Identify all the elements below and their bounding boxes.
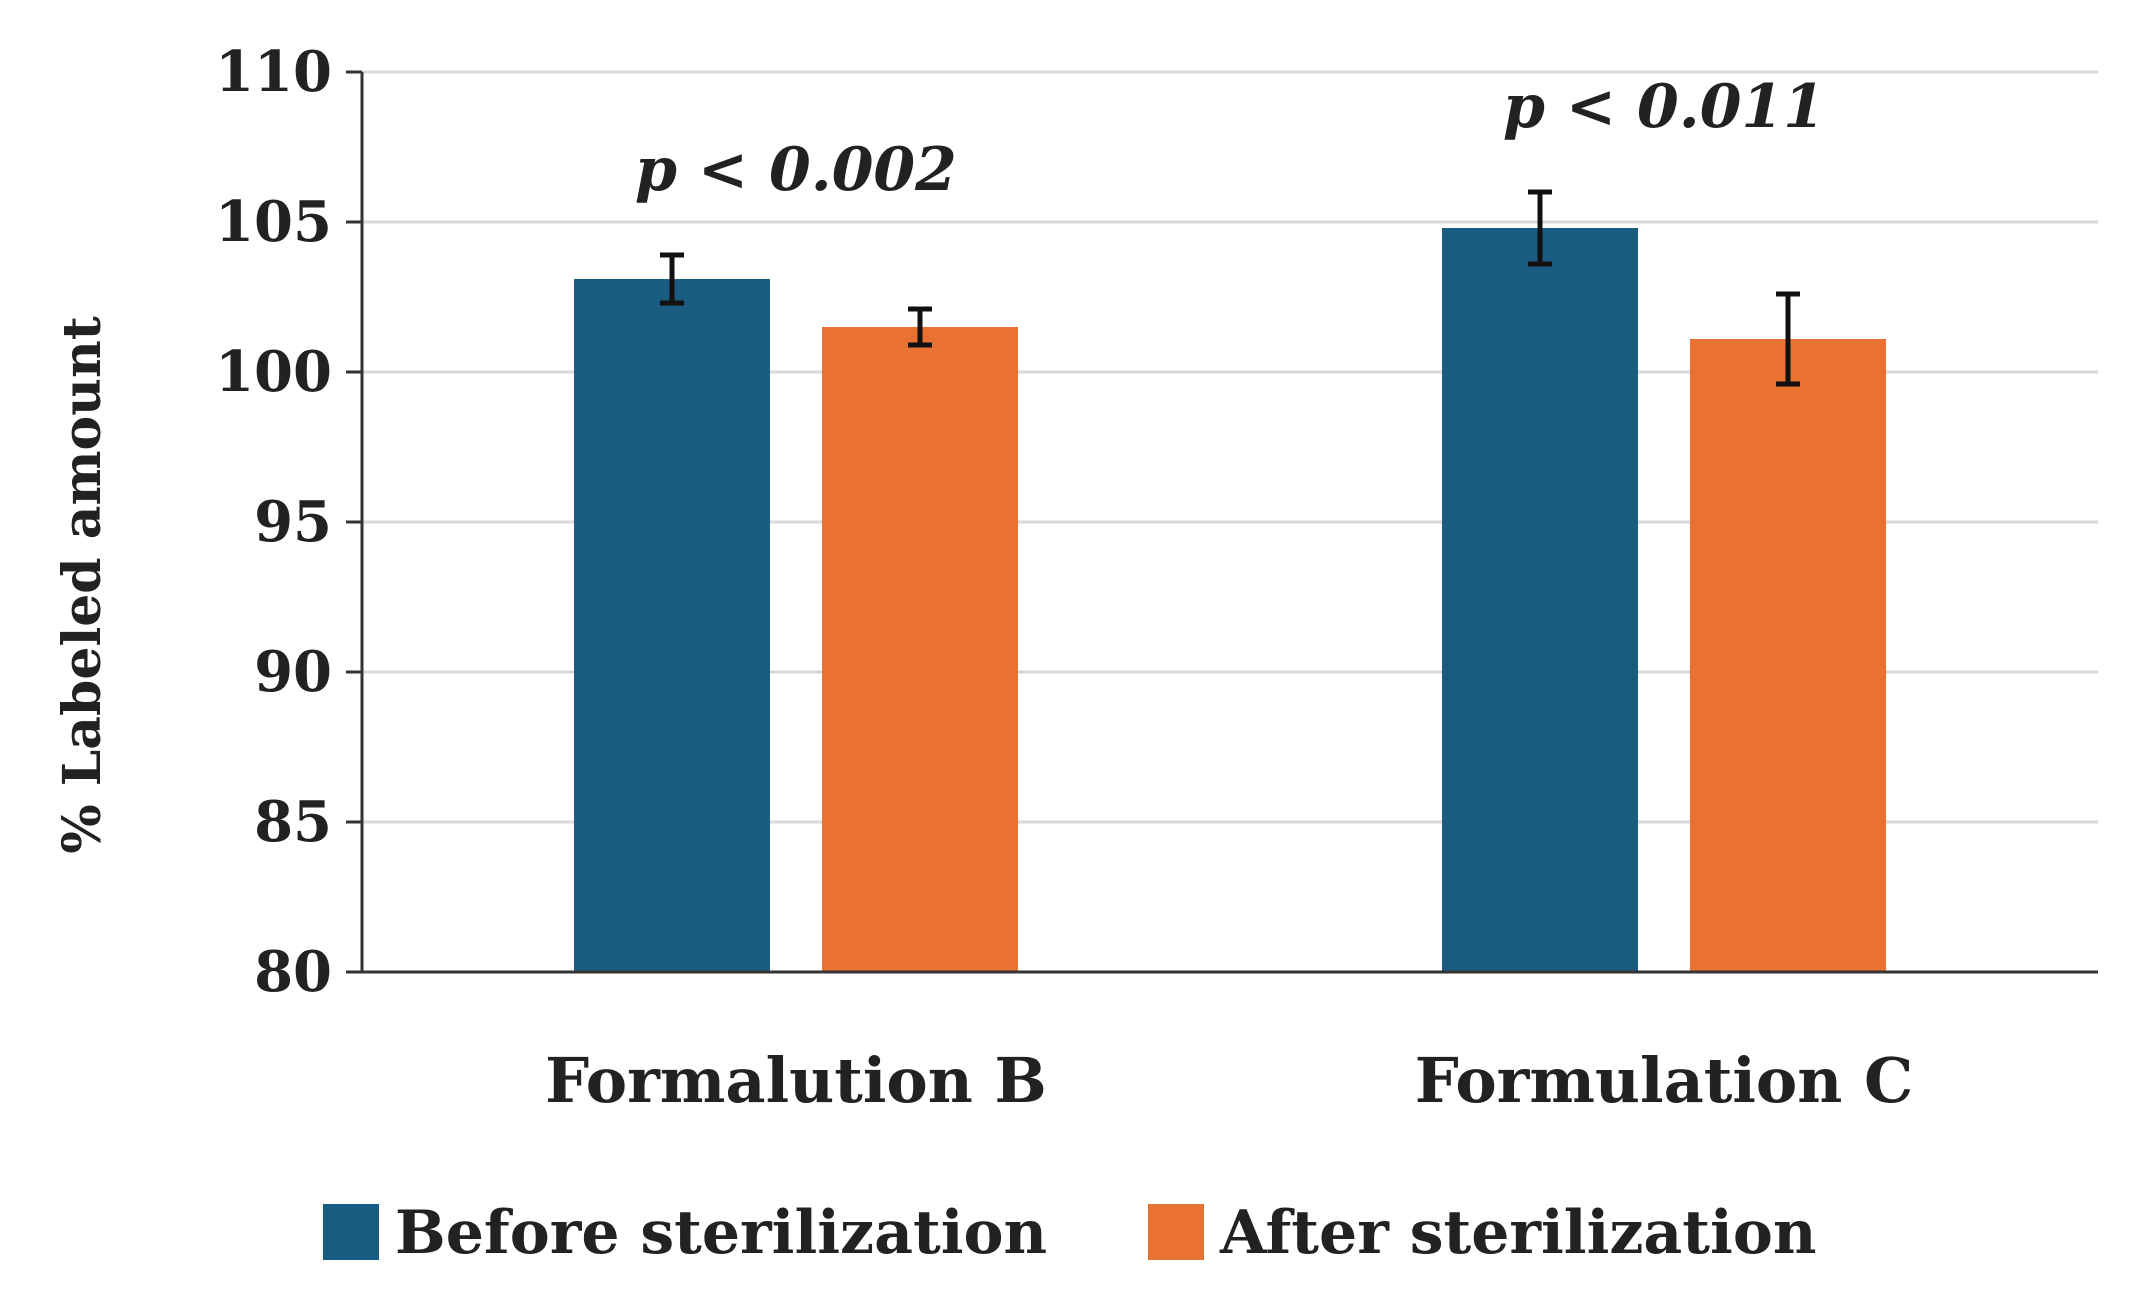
y-axis-ticks: 80 85 90 95 100 105 110 [215,39,362,1005]
bar-before-2 [1442,228,1638,972]
legend-label-before: Before sterilization [395,1198,1047,1268]
bar-before-1 [574,279,770,972]
x-category-label-2: Formulation C [1415,1044,1914,1117]
legend: Before sterilization After sterilization [323,1198,1816,1268]
y-axis-title: % Labeled amount [52,316,113,854]
error-bars-group [660,189,1800,387]
x-category-label-1: Formalution B [545,1044,1047,1117]
legend-swatch-after [1148,1204,1204,1260]
error-bar-before-2 [1528,189,1552,267]
error-bar-after-2 [1776,291,1800,387]
bar-after-1 [822,327,1018,972]
p-value-annotation-1: p < 0.002 [635,135,957,205]
error-bar-after-1 [908,306,932,348]
annotations-group: p < 0.002 p < 0.011 [635,72,1825,205]
y-tick-label-80: 80 [254,939,332,1005]
bars-group [574,228,1886,972]
y-tick-label-95: 95 [254,489,332,555]
error-bar-before-1 [660,252,684,306]
y-tick-label-105: 105 [215,189,332,255]
legend-swatch-before [323,1204,379,1260]
x-axis-labels: Formalution B Formulation C [545,1044,1913,1117]
y-tick-label-110: 110 [215,39,332,105]
y-tick-label-100: 100 [215,339,332,405]
p-value-annotation-2: p < 0.011 [1503,72,1825,142]
y-tick-label-90: 90 [254,639,332,705]
bar-after-2 [1690,339,1886,972]
y-tick-label-85: 85 [254,789,332,855]
legend-label-after: After sterilization [1219,1198,1816,1268]
